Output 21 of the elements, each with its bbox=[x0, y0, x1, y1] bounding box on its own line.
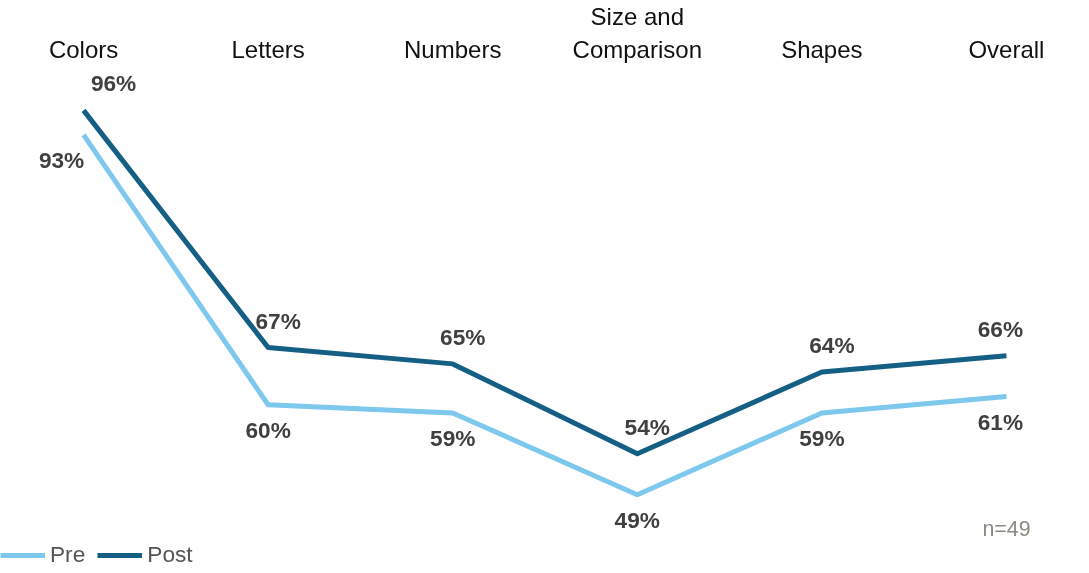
data-label: 61% bbox=[977, 408, 1024, 435]
data-label: 64% bbox=[809, 332, 855, 359]
data-label: 49% bbox=[614, 506, 660, 533]
data-label: 59% bbox=[799, 424, 845, 451]
data-label: 60% bbox=[245, 416, 291, 443]
data-label: 93% bbox=[38, 146, 85, 173]
data-label: 59% bbox=[430, 424, 476, 451]
data-label: 54% bbox=[624, 413, 670, 440]
text: n=49 bbox=[982, 516, 1031, 541]
data-label: 65% bbox=[440, 323, 486, 350]
x-tick-label: Shapes bbox=[781, 35, 863, 63]
data-label: 67% bbox=[255, 307, 301, 334]
data-label: 66% bbox=[977, 315, 1024, 342]
x-tick-label: Overall bbox=[968, 35, 1045, 63]
data-label: 96% bbox=[90, 70, 137, 97]
x-tick-label: Colors bbox=[48, 35, 119, 63]
x-tick-label: Size and Comparison bbox=[572, 3, 702, 63]
legend-label: Pre bbox=[50, 541, 86, 568]
x-tick-label: Numbers bbox=[404, 35, 502, 63]
legend-label: Post bbox=[147, 541, 193, 568]
x-tick-label: Letters bbox=[231, 35, 305, 63]
